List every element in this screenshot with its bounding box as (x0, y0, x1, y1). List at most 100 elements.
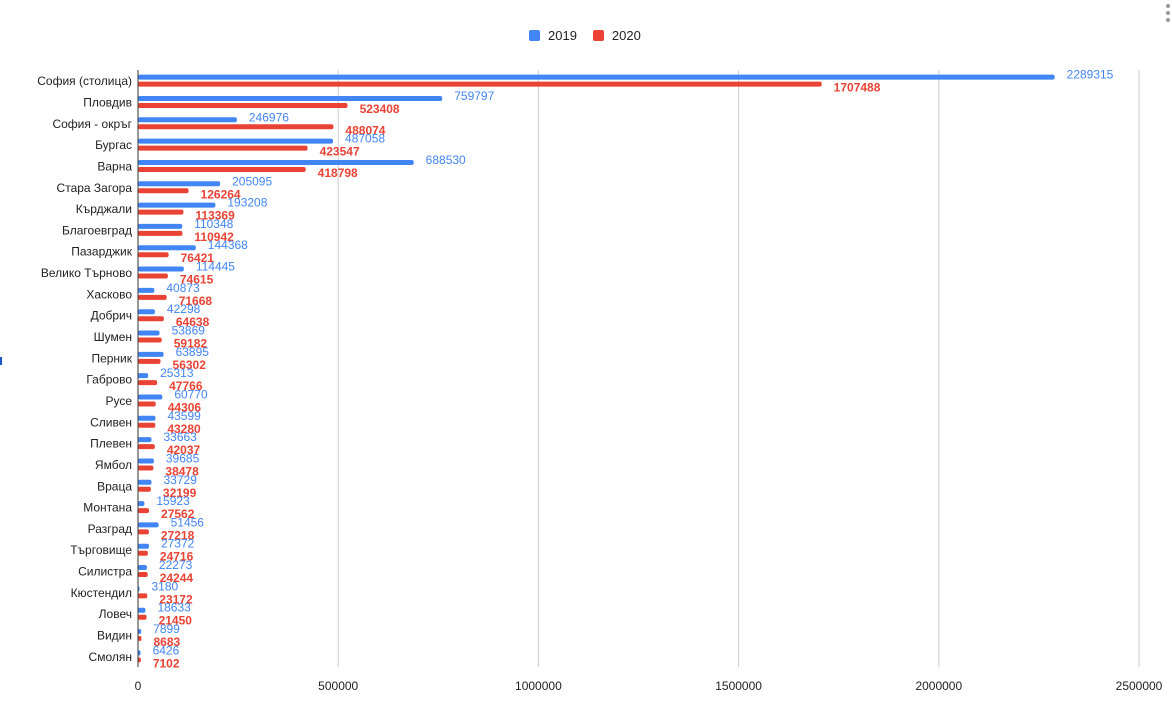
category-label: Пазарджик (71, 245, 132, 259)
data-label-2019: 193208 (227, 196, 267, 210)
bar-2019 (138, 650, 141, 656)
category-label: Смолян (89, 650, 132, 664)
chart-menu-icon[interactable] (1166, 4, 1170, 22)
data-label-2020: 27218 (161, 528, 195, 542)
legend-item-2020[interactable]: 2020 (592, 28, 641, 43)
bar-2020 (138, 316, 164, 322)
bar-2020 (138, 230, 183, 236)
data-label-2019: 246976 (249, 110, 289, 124)
resize-handle[interactable] (0, 357, 2, 365)
bar-2020 (138, 486, 151, 492)
data-label-2019: 51456 (171, 515, 205, 529)
bar-2020 (138, 102, 348, 108)
data-label-2020: 76421 (181, 251, 215, 265)
data-label-2019: 688530 (426, 153, 466, 167)
data-label-2020: 42037 (167, 443, 201, 457)
bar-2019 (138, 522, 159, 528)
data-label-2019: 2289315 (1067, 68, 1114, 82)
category-label: Шумен (94, 330, 132, 344)
bar-2020 (138, 380, 158, 386)
legend-swatch-2020 (592, 30, 604, 41)
legend-item-2019[interactable]: 2019 (529, 28, 577, 43)
bar-2020 (138, 636, 142, 642)
bar-2020 (138, 166, 306, 172)
legend-label-2019: 2019 (548, 28, 577, 43)
bar-2019 (138, 543, 149, 549)
x-tick-label: 2000000 (915, 679, 962, 693)
bar-2019 (138, 138, 334, 144)
bar-2019 (138, 458, 154, 464)
bar-2020 (138, 657, 141, 663)
bar-2020 (138, 422, 156, 428)
data-label-2019: 6426 (153, 643, 180, 657)
bar-2019 (138, 330, 160, 336)
bar-2019 (138, 437, 152, 443)
category-label: Сливен (90, 415, 132, 429)
data-label-2019: 15923 (156, 494, 190, 508)
bar-2020 (138, 81, 822, 87)
category-label: Ловеч (99, 607, 132, 621)
data-label-2020: 24244 (160, 571, 194, 585)
data-label-2020: 523408 (360, 102, 400, 116)
data-label-2020: 423547 (320, 145, 360, 159)
data-label-2020: 44306 (168, 400, 202, 414)
category-label: София (столица) (37, 74, 132, 88)
data-label-2020: 38478 (165, 464, 199, 478)
data-label-2019: 487058 (345, 132, 385, 146)
category-label: Враца (97, 479, 132, 493)
bar-2019 (138, 607, 146, 613)
data-label-2019: 25313 (160, 366, 194, 380)
category-label: Габрово (86, 373, 132, 387)
data-label-2020: 488074 (345, 123, 385, 137)
data-label-2019: 39685 (166, 451, 200, 465)
bar-2019 (138, 479, 152, 485)
category-label: Варна (97, 159, 132, 173)
bar-2020 (138, 465, 154, 471)
x-tick-label: 1000000 (515, 679, 562, 693)
x-tick-label: 500000 (318, 679, 358, 693)
bar-2019 (138, 394, 163, 400)
category-label: Разград (88, 522, 132, 536)
data-label-2020: 24716 (160, 550, 194, 564)
data-label-2020: 23172 (159, 592, 193, 606)
data-label-2020: 7102 (153, 656, 180, 670)
bar-2020 (138, 252, 169, 258)
data-label-2020: 418798 (318, 166, 358, 180)
bar-2020 (138, 444, 155, 450)
bar-2020 (138, 614, 147, 620)
category-label: Велико Търново (41, 266, 132, 280)
data-label-2020: 27562 (161, 507, 195, 521)
data-label-2019: 60770 (174, 387, 208, 401)
bar-2019 (138, 373, 149, 379)
bar-2020 (138, 401, 156, 407)
data-label-2020: 71668 (179, 294, 213, 308)
bar-2020 (138, 550, 148, 556)
category-label: Плевен (90, 437, 132, 451)
data-label-2020: 113369 (195, 209, 235, 223)
category-label: Ямбол (95, 458, 132, 472)
bar-2019 (138, 415, 156, 421)
data-label-2019: 53869 (172, 324, 206, 338)
bar-2020 (138, 188, 189, 194)
bar-2019 (138, 245, 196, 251)
bar-2019 (138, 629, 142, 635)
category-label: Търговище (70, 543, 132, 557)
bar-2019 (138, 117, 237, 123)
bar-2020 (138, 572, 148, 578)
data-label-2020: 74615 (180, 273, 214, 287)
bar-2019 (138, 202, 216, 208)
bar-2019 (138, 266, 184, 272)
bar-2019 (138, 181, 221, 187)
category-label: Русе (105, 394, 132, 408)
legend-swatch-2019 (529, 30, 540, 41)
category-label: Стара Загора (57, 181, 133, 195)
data-label-2019: 63895 (176, 345, 210, 359)
data-label-2019: 144368 (208, 238, 248, 252)
data-label-2019: 27372 (161, 537, 195, 551)
bar-2020 (138, 145, 308, 151)
legend-label-2020: 2020 (611, 28, 641, 43)
data-label-2020: 126264 (201, 187, 241, 201)
bar-2020 (138, 529, 149, 535)
category-label: Кюстендил (71, 586, 132, 600)
data-label-2019: 110348 (194, 217, 233, 231)
